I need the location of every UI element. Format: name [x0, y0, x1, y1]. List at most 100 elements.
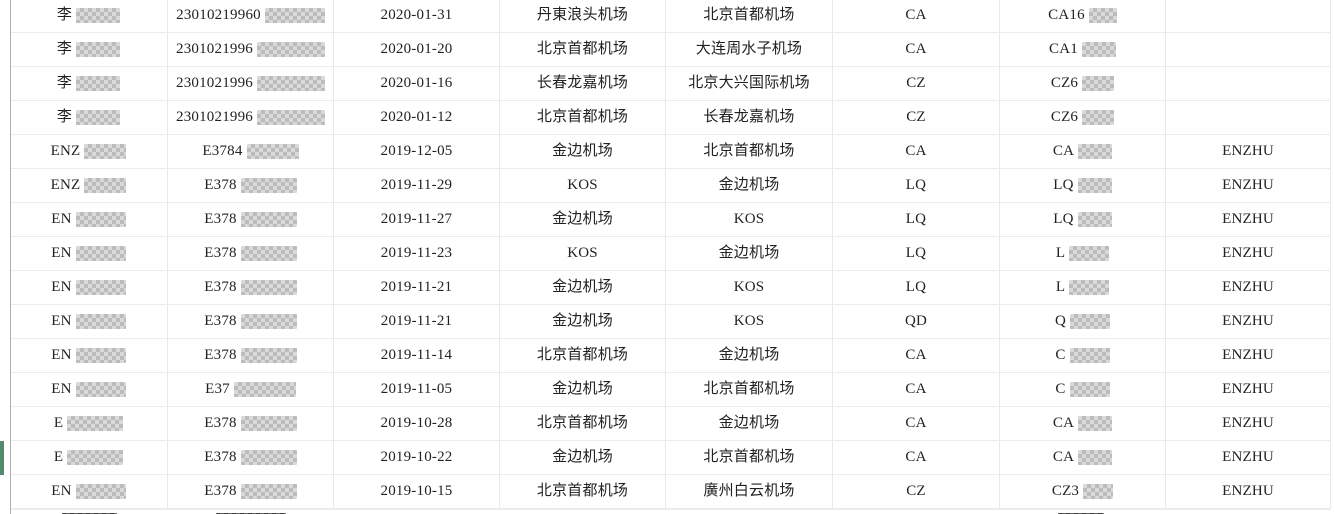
cell-departure-airport[interactable]: 北京首都机场 — [500, 407, 666, 440]
cell-airline-code[interactable]: CZ — [833, 475, 1000, 508]
cell-departure-airport[interactable]: KOS — [500, 237, 666, 270]
cell-agent-code[interactable]: ENZHU — [1166, 373, 1331, 406]
cell-agent-code[interactable]: ENZHU — [1166, 169, 1331, 202]
cell-departure-airport[interactable]: 金边机场 — [500, 373, 666, 406]
cell-flight-date[interactable]: 2019-11-23 — [334, 237, 500, 270]
cell-flight-date[interactable]: 2019-10-15 — [334, 475, 500, 508]
cell-flight-number[interactable]: CA1 — [1000, 33, 1166, 66]
cell-flight-date[interactable]: 2020-01-20 — [334, 33, 500, 66]
cell-passenger-name[interactable]: 李 — [10, 67, 168, 100]
cell-agent-code[interactable] — [1166, 0, 1331, 32]
cell-id-number[interactable]: 2301021996 — [168, 67, 334, 100]
cell-arrival-airport[interactable]: 长春龙嘉机场 — [666, 101, 833, 134]
cell-agent-code[interactable] — [1166, 33, 1331, 66]
cell-arrival-airport[interactable]: KOS — [666, 271, 833, 304]
cell-flight-date[interactable]: 2019-10-22 — [334, 441, 500, 474]
cell-agent-code[interactable]: ENZHU — [1166, 237, 1331, 270]
cell-flight-date[interactable]: 2019-10-28 — [334, 407, 500, 440]
cell-flight-date[interactable]: 2019-12-05 — [334, 135, 500, 168]
cell-agent-code[interactable] — [1166, 67, 1331, 100]
cell-airline-code[interactable]: CA — [833, 33, 1000, 66]
cell-passenger-name[interactable]: EN — [10, 373, 168, 406]
cell-id-number[interactable]: 2301021996 — [168, 101, 334, 134]
cell-flight-number[interactable]: CA — [1000, 135, 1166, 168]
cell-airline-code[interactable]: CA — [833, 339, 1000, 372]
cell-departure-airport[interactable]: 金边机场 — [500, 135, 666, 168]
cell-passenger-name[interactable]: ENZ — [10, 169, 168, 202]
cell-airline-code[interactable]: LQ — [833, 237, 1000, 270]
cell-airline-code[interactable]: CA — [833, 0, 1000, 32]
cell-passenger-name[interactable]: EN — [10, 475, 168, 508]
cell-flight-date[interactable]: 2019-11-21 — [334, 305, 500, 338]
cell-arrival-airport[interactable]: 金边机场 — [666, 237, 833, 270]
cell-passenger-name[interactable]: ENZ — [10, 135, 168, 168]
cell-id-number[interactable]: E378 — [168, 339, 334, 372]
cell-agent-code[interactable]: ENZHU — [1166, 135, 1331, 168]
cell-passenger-name[interactable]: EN — [10, 339, 168, 372]
cell-airline-code[interactable]: CA — [833, 373, 1000, 406]
cell-arrival-airport[interactable]: 廣州白云机场 — [666, 475, 833, 508]
cell-arrival-airport[interactable]: KOS — [666, 203, 833, 236]
cell-flight-number[interactable]: LQ — [1000, 203, 1166, 236]
cell-flight-number[interactable]: C — [1000, 373, 1166, 406]
cell-passenger-name[interactable]: EN — [10, 271, 168, 304]
cell-id-number[interactable]: E378 — [168, 407, 334, 440]
cell-flight-number[interactable]: CZ3 — [1000, 475, 1166, 508]
cell-id-number[interactable]: E378 — [168, 475, 334, 508]
cell-agent-code[interactable]: ENZHU — [1166, 305, 1331, 338]
cell-airline-code[interactable]: CZ — [833, 67, 1000, 100]
cell-id-number[interactable]: 2301021996 — [168, 33, 334, 66]
cell-arrival-airport[interactable]: 北京首都机场 — [666, 441, 833, 474]
cell-departure-airport[interactable]: 北京首都机场 — [500, 33, 666, 66]
cell-flight-date[interactable]: 2020-01-16 — [334, 67, 500, 100]
cell-airline-code[interactable]: QD — [833, 305, 1000, 338]
cell-flight-date[interactable]: 2019-11-21 — [334, 271, 500, 304]
cell-flight-number[interactable]: L — [1000, 271, 1166, 304]
cell-arrival-airport[interactable]: 金边机场 — [666, 169, 833, 202]
cell-arrival-airport[interactable]: KOS — [666, 305, 833, 338]
cell-flight-date[interactable]: 2019-11-29 — [334, 169, 500, 202]
cell-departure-airport[interactable]: 金边机场 — [500, 203, 666, 236]
cell-airline-code[interactable]: LQ — [833, 271, 1000, 304]
cell-agent-code[interactable]: ENZHU — [1166, 203, 1331, 236]
cell-flight-date[interactable]: 2019-11-27 — [334, 203, 500, 236]
cell-departure-airport[interactable]: 长春龙嘉机场 — [500, 67, 666, 100]
cell-flight-date[interactable]: 2019-11-05 — [334, 373, 500, 406]
cell-departure-airport[interactable]: 金边机场 — [500, 271, 666, 304]
cell-flight-number[interactable]: CA16 — [1000, 0, 1166, 32]
cell-id-number[interactable]: E37 — [168, 373, 334, 406]
cell-passenger-name[interactable]: EN — [10, 237, 168, 270]
cell-id-number[interactable]: E3784 — [168, 135, 334, 168]
cell-id-number[interactable]: E378 — [168, 305, 334, 338]
cell-id-number[interactable]: E378 — [168, 203, 334, 236]
cell-departure-airport[interactable]: 丹東浪头机场 — [500, 0, 666, 32]
cell-departure-airport[interactable]: 金边机场 — [500, 305, 666, 338]
cell-arrival-airport[interactable]: 北京首都机场 — [666, 0, 833, 32]
cell-flight-number[interactable]: CZ6 — [1000, 67, 1166, 100]
cell-arrival-airport[interactable]: 大连周水子机场 — [666, 33, 833, 66]
cell-arrival-airport[interactable]: 北京大兴国际机场 — [666, 67, 833, 100]
cell-departure-airport[interactable]: 北京首都机场 — [500, 101, 666, 134]
cell-agent-code[interactable]: ENZHU — [1166, 407, 1331, 440]
cell-agent-code[interactable] — [1166, 101, 1331, 134]
cell-passenger-name[interactable]: EN — [10, 203, 168, 236]
cell-passenger-name[interactable]: 李 — [10, 101, 168, 134]
cell-departure-airport[interactable]: 北京首都机场 — [500, 339, 666, 372]
cell-departure-airport[interactable]: KOS — [500, 169, 666, 202]
cell-flight-date[interactable]: 2020-01-12 — [334, 101, 500, 134]
cell-flight-number[interactable]: LQ — [1000, 169, 1166, 202]
cell-departure-airport[interactable]: 北京首都机场 — [500, 475, 666, 508]
cell-flight-date[interactable]: 2019-11-14 — [334, 339, 500, 372]
cell-agent-code[interactable]: ENZHU — [1166, 339, 1331, 372]
cell-flight-date[interactable]: 2020-01-31 — [334, 0, 500, 32]
cell-passenger-name[interactable]: 李 — [10, 33, 168, 66]
cell-airline-code[interactable]: LQ — [833, 203, 1000, 236]
cell-agent-code[interactable]: ENZHU — [1166, 475, 1331, 508]
cell-passenger-name[interactable]: E — [10, 407, 168, 440]
cell-id-number[interactable]: E378 — [168, 441, 334, 474]
cell-passenger-name[interactable]: 李 — [10, 0, 168, 32]
cell-agent-code[interactable]: ENZHU — [1166, 271, 1331, 304]
cell-flight-number[interactable]: Q — [1000, 305, 1166, 338]
cell-arrival-airport[interactable]: 北京首都机场 — [666, 373, 833, 406]
cell-airline-code[interactable]: CZ — [833, 101, 1000, 134]
